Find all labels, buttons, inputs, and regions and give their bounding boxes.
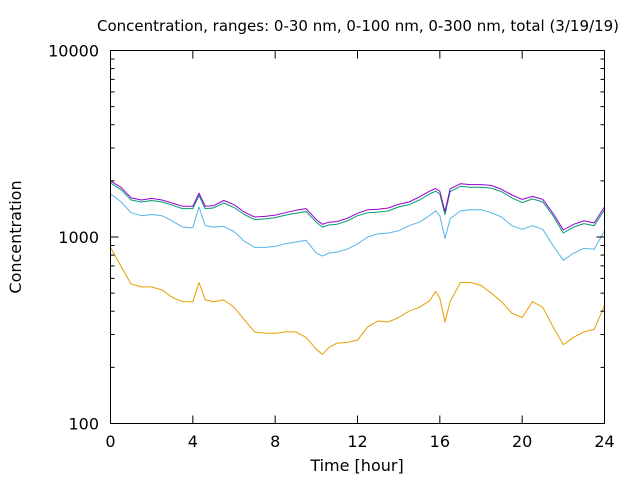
x-tick-label: 20 — [512, 432, 532, 451]
x-tick-label: 12 — [347, 432, 367, 451]
x-tick-label: 0 — [105, 432, 115, 451]
tick-layer: 0 4 8 12 16 20 24 100 1000 10000 — [48, 42, 615, 452]
series-line-1 — [110, 247, 605, 355]
y-axis-title: Concentration — [6, 180, 25, 293]
y-tick-label: 1000 — [58, 228, 99, 247]
series-line-3 — [110, 182, 605, 234]
series-layer — [110, 180, 605, 355]
x-tick-label: 24 — [594, 432, 614, 451]
chart-title: Concentration, ranges: 0-30 nm, 0-100 nm… — [97, 17, 619, 35]
series-line-2 — [110, 193, 605, 261]
x-tick-label: 4 — [188, 432, 198, 451]
y-tick-label: 10000 — [48, 42, 99, 61]
x-axis-title: Time [hour] — [309, 456, 403, 475]
x-tick-label: 16 — [430, 432, 450, 451]
series-line-4 — [110, 180, 605, 231]
y-tick-label: 100 — [68, 415, 99, 434]
x-tick-label: 8 — [270, 432, 280, 451]
